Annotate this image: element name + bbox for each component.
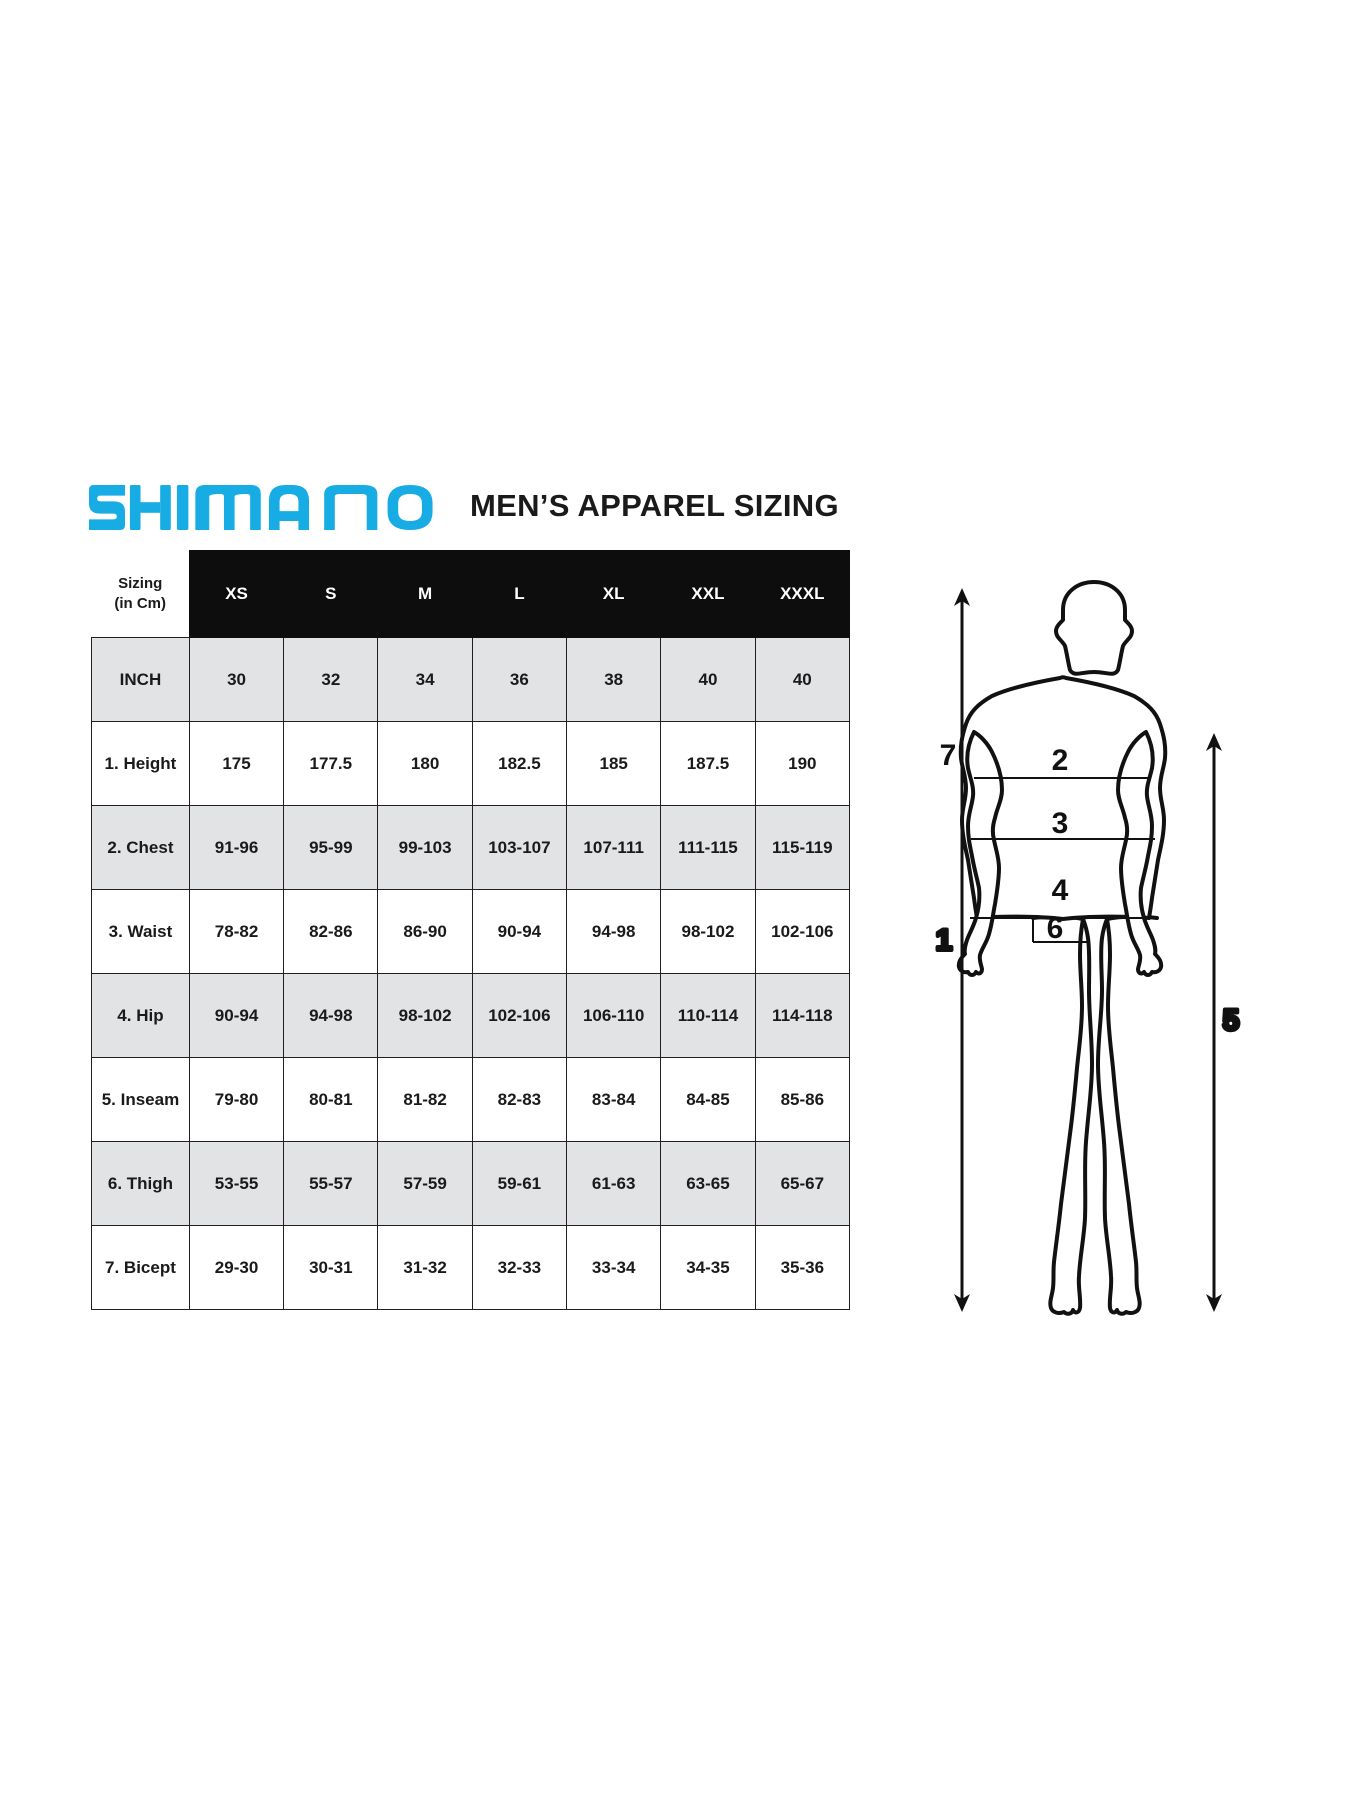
svg-text:1: 1 bbox=[936, 924, 953, 957]
svg-text:4: 4 bbox=[1052, 874, 1069, 907]
svg-text:2: 2 bbox=[1052, 744, 1069, 777]
svg-text:5: 5 bbox=[1223, 1004, 1240, 1037]
svg-text:7: 7 bbox=[940, 739, 957, 772]
svg-text:6: 6 bbox=[1047, 912, 1064, 945]
svg-text:3: 3 bbox=[1052, 807, 1069, 840]
